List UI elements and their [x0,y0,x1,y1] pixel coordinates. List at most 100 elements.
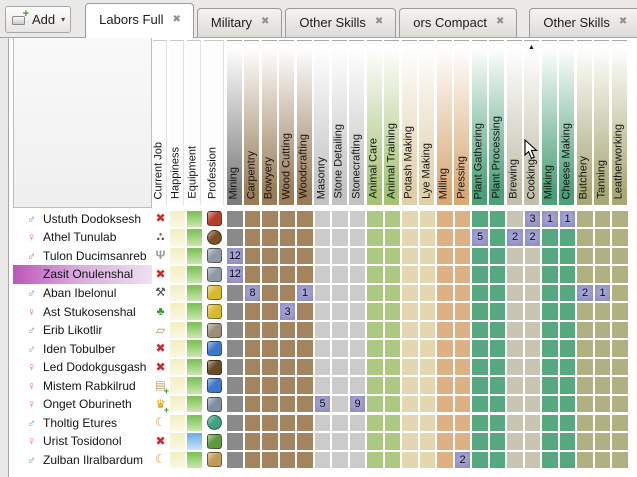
dwarf-name-cell[interactable]: ♀ Athel Tunulab [13,228,152,247]
labor-cell[interactable] [401,265,419,284]
labor-cell[interactable] [366,210,384,229]
labor-cell[interactable] [384,265,402,284]
labor-cell[interactable] [576,432,594,451]
labor-cell[interactable] [296,339,314,358]
labor-cell[interactable] [454,395,472,414]
labor-cell[interactable] [471,302,489,321]
close-tab-icon[interactable]: ✖ [618,16,628,27]
labor-cell[interactable] [244,302,262,321]
labor-cell[interactable] [401,414,419,433]
labor-cell[interactable] [559,358,577,377]
labor-cell[interactable] [349,414,367,433]
labor-cell[interactable] [384,284,402,303]
column-header-equipment[interactable]: Equipment [186,38,203,208]
labor-cell[interactable] [314,228,332,247]
labor-cell[interactable] [471,321,489,340]
dwarf-name-cell[interactable]: ♀ Onget Oburineth [13,395,152,414]
column-header-woodcrafting[interactable]: Woodcrafting [296,38,314,208]
labor-cell[interactable] [244,432,262,451]
labor-cell[interactable] [401,284,419,303]
labor-cell[interactable] [279,395,297,414]
labor-cell[interactable] [541,228,559,247]
labor-cell[interactable] [296,302,314,321]
labor-cell[interactable]: 1 [594,284,612,303]
labor-cell[interactable] [611,376,629,395]
labor-cell[interactable] [314,432,332,451]
labor-cell[interactable] [401,302,419,321]
column-header-pressing[interactable]: Pressing [454,38,472,208]
labor-cell[interactable] [401,395,419,414]
labor-cell[interactable] [349,451,367,470]
labor-cell[interactable] [226,376,244,395]
tab-military[interactable]: Military ✖ [196,8,283,37]
labor-cell[interactable] [384,414,402,433]
labor-cell[interactable] [506,265,524,284]
labor-cell[interactable] [524,395,542,414]
labor-cell[interactable] [559,247,577,266]
labor-cell[interactable] [436,265,454,284]
labor-cell[interactable] [524,302,542,321]
labor-cell[interactable] [594,228,612,247]
column-header-lye-making[interactable]: Lye Making [419,38,437,208]
labor-cell[interactable] [594,395,612,414]
labor-cell[interactable] [401,451,419,470]
labor-cell[interactable] [331,265,349,284]
labor-cell[interactable] [296,228,314,247]
labor-cell[interactable] [611,395,629,414]
dwarf-name-cell[interactable]: ♀ Urist Tosidonol [13,432,152,451]
labor-cell[interactable] [611,339,629,358]
labor-cell[interactable] [611,358,629,377]
labor-cell[interactable] [384,247,402,266]
labor-cell[interactable] [454,414,472,433]
labor-cell[interactable] [506,302,524,321]
labor-cell[interactable] [261,339,279,358]
labor-cell[interactable] [541,321,559,340]
labor-cell[interactable] [576,302,594,321]
labor-cell[interactable] [471,358,489,377]
labor-cell[interactable] [489,395,507,414]
labor-cell[interactable] [384,451,402,470]
labor-cell[interactable] [279,414,297,433]
labor-cell[interactable] [261,302,279,321]
labor-cell[interactable] [296,210,314,229]
labor-cell[interactable] [349,284,367,303]
labor-cell[interactable] [506,247,524,266]
labor-cell[interactable] [594,210,612,229]
labor-cell[interactable] [419,395,437,414]
labor-cell[interactable] [576,358,594,377]
labor-cell[interactable] [384,395,402,414]
labor-cell[interactable] [594,339,612,358]
labor-cell[interactable] [384,302,402,321]
labor-cell[interactable] [436,210,454,229]
labor-cell[interactable] [594,247,612,266]
labor-cell[interactable] [594,432,612,451]
labor-cell[interactable] [454,302,472,321]
labor-cell[interactable] [594,265,612,284]
column-header-brewing[interactable]: Brewing [506,38,524,208]
labor-cell[interactable] [524,414,542,433]
labor-cell[interactable] [261,284,279,303]
column-header-cheese-making[interactable]: Cheese Making [559,38,577,208]
labor-cell[interactable] [296,247,314,266]
labor-cell[interactable] [419,432,437,451]
labor-cell[interactable] [541,302,559,321]
labor-cell[interactable] [471,265,489,284]
labor-cell[interactable] [314,302,332,321]
labor-cell[interactable] [349,321,367,340]
labor-cell[interactable] [279,247,297,266]
labor-cell[interactable] [366,302,384,321]
close-tab-icon[interactable]: ✖ [374,16,384,27]
labor-cell[interactable] [436,376,454,395]
labor-cell[interactable] [226,339,244,358]
labor-cell[interactable] [524,376,542,395]
labor-cell[interactable] [419,210,437,229]
labor-cell[interactable] [506,321,524,340]
labor-cell[interactable] [349,376,367,395]
labor-cell[interactable] [331,376,349,395]
column-header-wood-cutting[interactable]: Wood Cutting [279,38,297,208]
column-header-butchery[interactable]: Butchery [576,38,594,208]
labor-cell[interactable] [471,210,489,229]
labor-cell[interactable] [489,339,507,358]
labor-cell[interactable]: 5 [471,228,489,247]
labor-cell[interactable] [541,265,559,284]
